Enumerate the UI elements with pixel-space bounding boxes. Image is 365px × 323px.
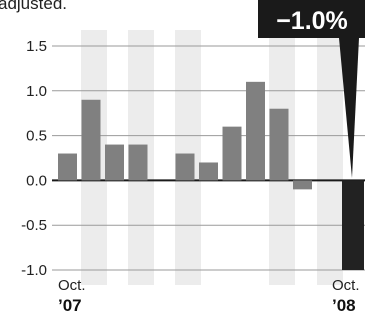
y-tick-label: 0.5 — [26, 128, 47, 145]
bar — [58, 153, 77, 181]
bar — [175, 153, 195, 181]
x-end-year: ’08 — [332, 296, 356, 315]
highlight-bar — [342, 180, 364, 270]
callout-value: −1.0% — [276, 7, 348, 35]
background-stripe — [317, 30, 343, 285]
title-fragment: adjusted. — [0, 0, 67, 13]
y-tick-labels: 1.5 1.0 0.5 0.0 -0.5 -1.0 — [21, 38, 47, 279]
bar — [269, 108, 289, 181]
callout-box — [258, 0, 365, 38]
bar — [293, 180, 312, 190]
callout-pointer — [339, 38, 359, 178]
x-end-month: Oct. — [332, 277, 360, 294]
bar — [128, 144, 148, 181]
bar — [222, 126, 242, 181]
y-tick-label: 0.0 — [26, 172, 47, 189]
y-tick-label: 1.0 — [26, 83, 47, 100]
y-tick-label: 1.5 — [26, 38, 47, 55]
bars — [58, 81, 364, 270]
gridlines — [52, 45, 365, 271]
bar — [199, 162, 218, 181]
bar — [105, 144, 124, 181]
bar — [246, 81, 265, 181]
callout: −1.0% — [258, 0, 365, 178]
y-tick-label: -1.0 — [21, 262, 47, 279]
x-start-month: Oct. — [58, 277, 86, 294]
bar — [81, 99, 101, 181]
x-start-year: ’07 — [58, 296, 82, 315]
y-tick-label: -0.5 — [21, 217, 47, 234]
